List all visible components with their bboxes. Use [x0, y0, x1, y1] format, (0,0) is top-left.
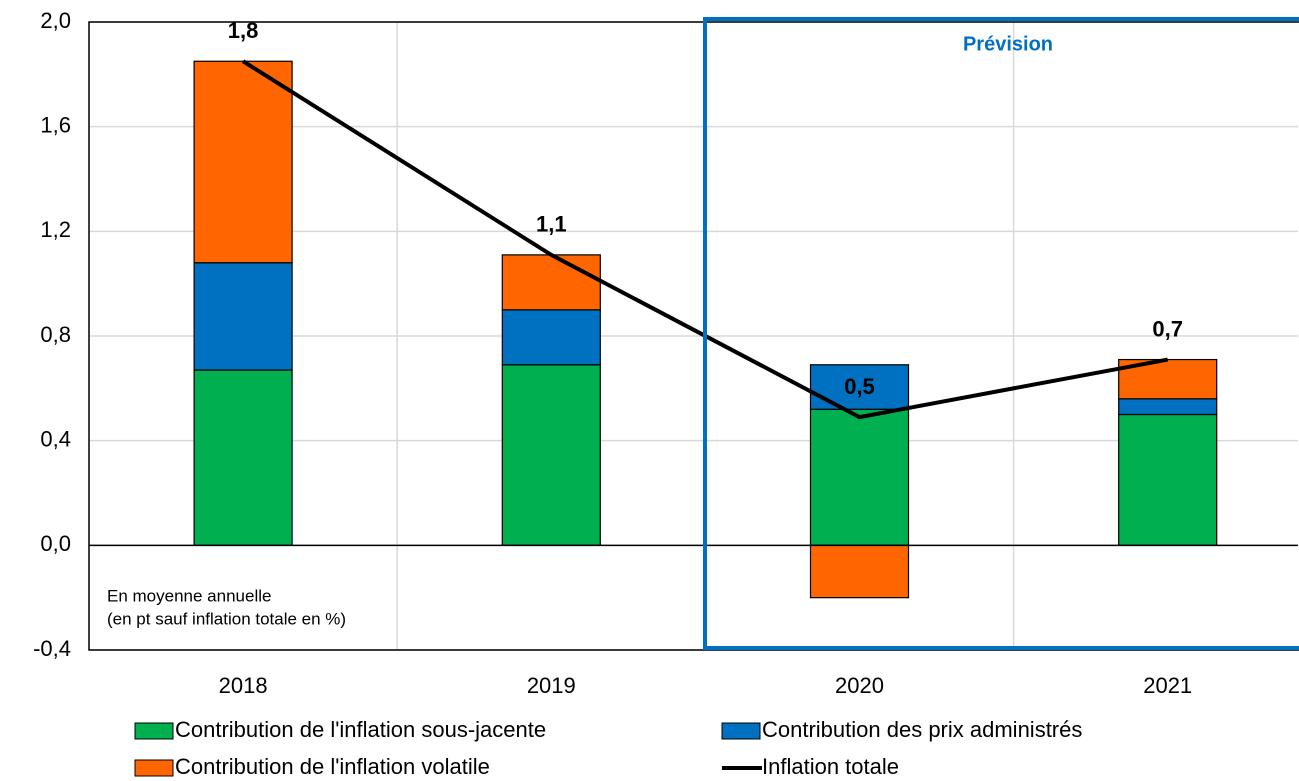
bar-segment: [809, 408, 910, 546]
note: En moyenne annuelle: [107, 586, 271, 605]
bar-segment: [193, 60, 293, 264]
legend-swatch: [134, 722, 174, 740]
bar-segment: [193, 262, 293, 371]
bar-segment: [193, 369, 293, 546]
x-tick-label: 2021: [1143, 673, 1192, 698]
data-label: 1,1: [536, 212, 567, 237]
forecast-box: [703, 17, 1299, 650]
plot-border: [88, 21, 1299, 651]
data-label: 1,8: [228, 18, 259, 43]
legend-swatch: [134, 759, 174, 777]
y-tick-label: 1,6: [40, 112, 71, 137]
x-tick-label: 2018: [219, 673, 268, 698]
y-tick-label: 1,2: [40, 217, 71, 242]
bar-segment: [501, 254, 601, 311]
legend-swatch: [721, 722, 761, 740]
bar-segment: [809, 544, 910, 599]
bar-segment: [1118, 398, 1218, 416]
legend-label: Contribution de l'inflation volatile: [175, 754, 490, 779]
y-tick-label: 0,8: [40, 322, 71, 347]
y-tick-label: 0,4: [40, 426, 71, 451]
legend-label: Contribution des prix administrés: [762, 717, 1082, 742]
data-label: 0,7: [1152, 316, 1183, 341]
note: (en pt sauf inflation totale en %): [107, 609, 346, 628]
bar-segment: [501, 309, 601, 366]
data-label: 0,5: [844, 374, 875, 399]
bar-segment: [1118, 413, 1218, 546]
y-tick-label: 0,0: [40, 531, 71, 556]
y-tick-label: 2,0: [40, 8, 71, 33]
x-tick-label: 2020: [835, 673, 884, 698]
legend-label: Inflation totale: [762, 754, 899, 779]
legend-label: Contribution de l'inflation sous-jacente: [175, 717, 546, 742]
x-tick-label: 2019: [527, 673, 576, 698]
y-tick-label: -0,4: [33, 636, 71, 661]
bar-segment: [501, 364, 601, 546]
forecast-label: Prévision: [963, 33, 1053, 55]
